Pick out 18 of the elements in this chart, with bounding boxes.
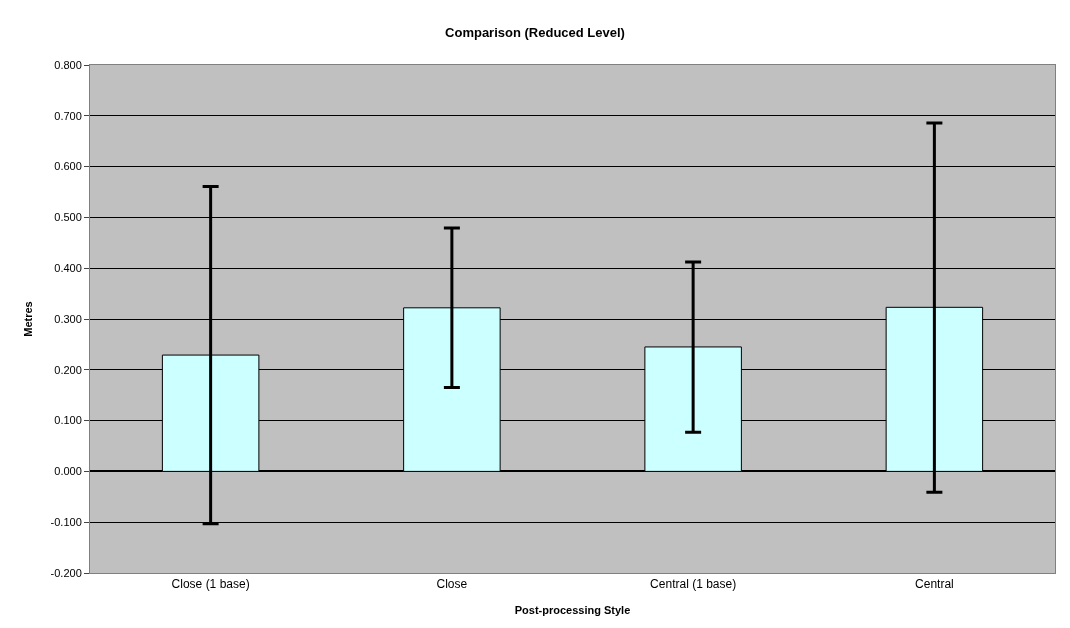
y-axis-title: Metres xyxy=(22,301,35,337)
y-tick-label: 0.000 xyxy=(54,465,82,478)
y-tick-label: -0.100 xyxy=(50,516,82,529)
y-tick-label: 0.300 xyxy=(54,312,82,325)
y-tick-label: -0.200 xyxy=(50,566,82,579)
y-tick-label: 0.400 xyxy=(54,262,82,275)
chart-title: Comparison (Reduced Level) xyxy=(445,25,625,41)
x-tick-label: Central xyxy=(915,577,954,592)
y-tick-label: 0.700 xyxy=(54,109,82,122)
y-tick-label: 0.500 xyxy=(54,211,82,224)
y-tick-label: 0.800 xyxy=(54,58,82,71)
x-tick-label: Close xyxy=(436,577,468,592)
y-tick-label: 0.200 xyxy=(54,363,82,376)
x-tick-label: Central (1 base) xyxy=(650,577,737,592)
y-tick-label: 0.100 xyxy=(54,414,82,427)
x-tick-label: Close (1 base) xyxy=(171,577,250,592)
y-tick-label: 0.600 xyxy=(54,160,82,173)
x-axis-title: Post-processing Style xyxy=(514,603,631,616)
